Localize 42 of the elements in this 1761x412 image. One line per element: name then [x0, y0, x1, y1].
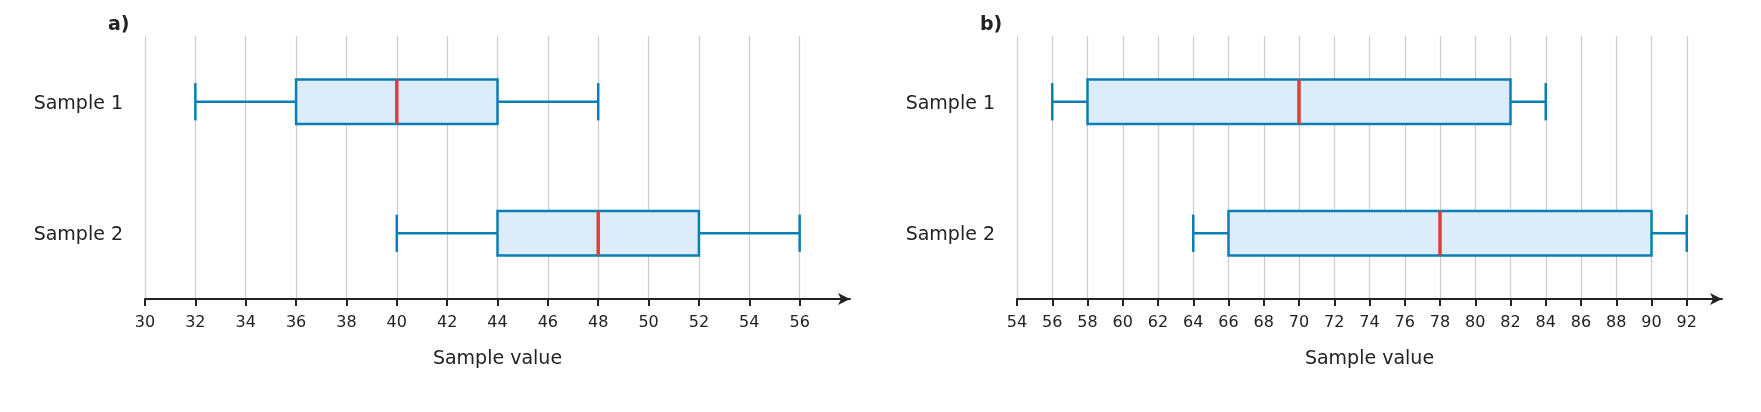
x-tick-label: 88: [1606, 311, 1627, 331]
x-axis-title: Sample value: [1304, 345, 1435, 368]
x-tick-label: 38: [336, 311, 357, 331]
x-tick-label: 92: [1676, 311, 1697, 331]
x-tick-label: 80: [1465, 311, 1486, 331]
x-tick-label: 82: [1500, 311, 1521, 331]
x-tick-label: 86: [1570, 311, 1592, 331]
x-tick-label: 90: [1641, 311, 1662, 331]
x-tick-label: 58: [1077, 311, 1098, 331]
x-tick-label: 66: [1218, 311, 1239, 331]
x-tick-label: 78: [1429, 311, 1451, 331]
x-tick-label: 54: [739, 311, 760, 331]
x-tick-label: 84: [1535, 311, 1556, 331]
y-tick-label: Sample 2: [905, 222, 995, 245]
chart-title: b): [980, 11, 1003, 34]
x-tick-label: 48: [588, 311, 609, 331]
x-tick-label: 32: [185, 311, 206, 331]
x-tick-label: 70: [1288, 311, 1310, 331]
x-tick-label: 50: [638, 311, 659, 331]
y-tick-label: Sample 1: [905, 90, 995, 113]
x-tick-label: 30: [134, 311, 156, 331]
x-tick-label: 64: [1183, 311, 1204, 331]
x-tick-label: 56: [1042, 311, 1063, 331]
x-tick-label: 40: [386, 311, 407, 331]
x-tick-label: 56: [789, 311, 810, 331]
x-axis-title: Sample value: [432, 345, 563, 368]
x-tick-label: 52: [688, 311, 710, 331]
x-tick-label: 68: [1253, 311, 1274, 331]
x-tick-label: 44: [487, 311, 508, 331]
x-tick-label: 74: [1359, 311, 1380, 331]
x-tick-label: 62: [1147, 311, 1169, 331]
x-tick-label: 72: [1324, 311, 1345, 331]
y-tick-label: Sample 2: [33, 222, 123, 245]
x-tick-label: 42: [436, 311, 458, 331]
x-tick-label: 36: [285, 311, 307, 331]
x-tick-label: 60: [1112, 311, 1133, 331]
x-tick-label: 46: [537, 311, 559, 331]
x-tick-label: 54: [1006, 311, 1028, 331]
y-tick-label: Sample 1: [33, 90, 123, 113]
x-tick-label: 76: [1394, 311, 1415, 331]
x-tick-label: 34: [235, 311, 256, 331]
chart-title: a): [108, 11, 130, 34]
